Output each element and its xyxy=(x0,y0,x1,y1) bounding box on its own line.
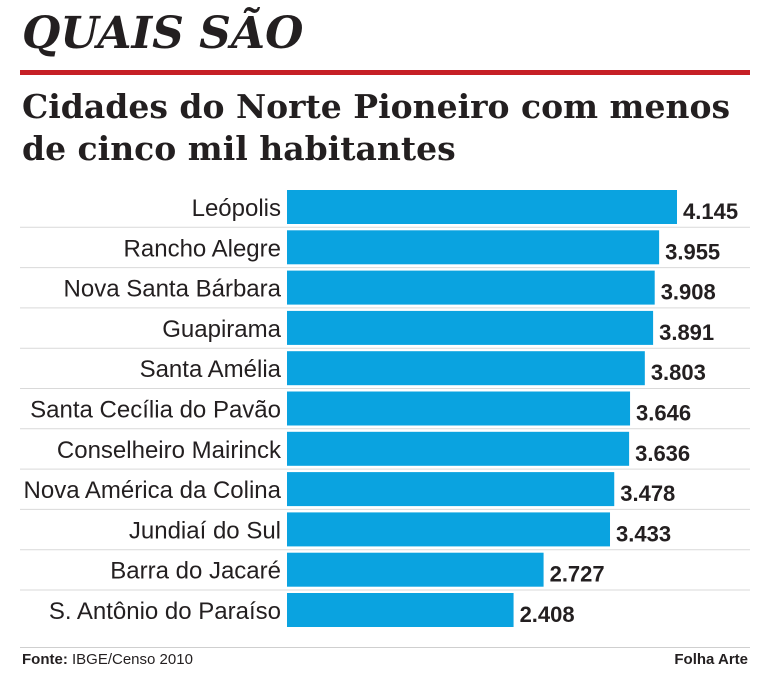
category-label: Conselheiro Mairinck xyxy=(57,437,282,464)
bar-8 xyxy=(287,512,611,547)
value-label: 2.727 xyxy=(550,562,605,587)
category-label: Barra do Jacaré xyxy=(110,558,281,585)
value-label: 3.478 xyxy=(620,481,675,506)
source-note: Fonte: IBGE/Censo 2010 xyxy=(22,651,193,669)
header-rule xyxy=(20,70,750,75)
bar-2 xyxy=(287,270,655,305)
bar-3 xyxy=(287,310,654,345)
kicker-title: QUAIS SÃO xyxy=(22,8,304,59)
category-label: Guapirama xyxy=(162,316,281,343)
footer-rule xyxy=(20,647,750,648)
bar-4 xyxy=(287,351,645,386)
bar-10 xyxy=(287,593,514,627)
bar-chart: Leópolis 4.145 Rancho Alegre 3.955 Nova Sant… xyxy=(20,190,750,627)
bar-7 xyxy=(287,472,615,507)
bar-0 xyxy=(287,190,677,224)
category-label: Nova América da Colina xyxy=(24,477,282,504)
category-label: Nova Santa Bárbara xyxy=(64,276,282,303)
category-label: Santa Cecília do Pavão xyxy=(30,397,281,424)
value-label: 3.955 xyxy=(665,239,720,264)
value-label: 4.145 xyxy=(683,199,738,224)
category-label: Leópolis xyxy=(192,195,281,222)
category-label: Santa Amélia xyxy=(140,356,282,383)
bar-6 xyxy=(287,431,630,466)
category-label: Rancho Alegre xyxy=(124,235,281,262)
chart-title: Cidades do Norte Pioneiro com menos de c… xyxy=(22,87,731,168)
value-label: 2.408 xyxy=(520,602,575,627)
category-label: Jundiaí do Sul xyxy=(129,517,281,544)
value-label: 3.803 xyxy=(651,360,706,385)
value-label: 3.636 xyxy=(635,441,690,466)
value-label: 3.433 xyxy=(616,521,671,546)
value-label: 3.908 xyxy=(661,280,716,305)
category-label: S. Antônio do Paraíso xyxy=(49,598,281,625)
credit: Folha Arte xyxy=(674,651,748,668)
source-label: Fonte: xyxy=(22,651,68,668)
value-label: 3.646 xyxy=(636,401,691,426)
value-label: 3.891 xyxy=(659,320,714,345)
bar-9 xyxy=(287,552,544,587)
bar-1 xyxy=(287,230,660,265)
bar-5 xyxy=(287,391,631,426)
source-text: IBGE/Censo 2010 xyxy=(72,651,193,668)
